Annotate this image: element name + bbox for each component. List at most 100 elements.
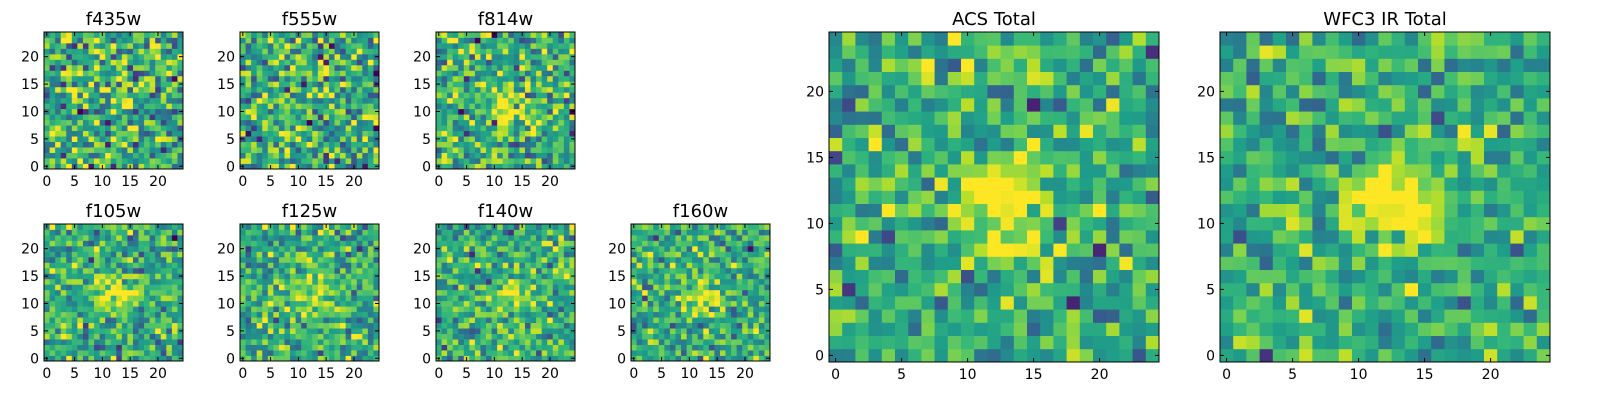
heatmap-cell: [127, 322, 134, 329]
heatmap-cell: [306, 339, 313, 345]
heatmap-cell: [334, 158, 341, 164]
heatmap-cell: [356, 147, 363, 153]
heatmap-cell: [149, 344, 156, 351]
heatmap-cell: [312, 158, 319, 164]
heatmap-cell: [301, 158, 308, 164]
heatmap-cell: [452, 322, 459, 329]
heatmap-cell: [563, 125, 570, 132]
heatmap-cell: [110, 355, 117, 362]
heatmap-cell: [474, 70, 481, 77]
heatmap-cell: [166, 240, 173, 247]
heatmap-cell: [458, 289, 465, 296]
heatmap-cell: [536, 86, 543, 93]
heatmap-cell: [132, 53, 139, 60]
heatmap-cell: [547, 339, 554, 345]
heatmap-cell: [301, 53, 308, 60]
heatmap-cell: [144, 75, 151, 82]
heatmap-cell: [273, 75, 280, 82]
heatmap-cell: [323, 273, 330, 280]
heatmap-cell: [552, 158, 559, 164]
heatmap-cell: [692, 344, 699, 351]
heatmap-cell: [881, 282, 896, 297]
heatmap-cell: [144, 317, 151, 324]
heatmap-cell: [547, 295, 554, 302]
heatmap-cell: [497, 355, 504, 362]
heatmap-cell: [961, 296, 975, 310]
heatmap-cell: [155, 75, 162, 82]
heatmap-cell: [753, 300, 760, 307]
heatmap-cell: [149, 163, 156, 170]
heatmap-cell: [530, 141, 537, 148]
heatmap-cell: [345, 300, 352, 307]
heatmap-cell: [558, 278, 565, 285]
heatmap-cell: [317, 322, 324, 329]
heatmap-cell: [55, 245, 62, 252]
heatmap-cell: [340, 59, 347, 66]
heatmap-cell: [725, 295, 732, 302]
heatmap-cell: [747, 289, 754, 296]
heatmap-cell: [267, 70, 274, 77]
heatmap-cell: [513, 355, 520, 362]
heatmap-cell: [251, 119, 258, 126]
heatmap-cell: [132, 344, 139, 351]
heatmap-cell: [842, 243, 856, 257]
heatmap-cell: [947, 256, 962, 270]
heatmap-cell: [55, 163, 62, 170]
heatmap-cell: [284, 48, 291, 55]
heatmap-cell: [497, 130, 504, 137]
heatmap-cell: [664, 317, 671, 324]
heatmap-cell: [295, 81, 302, 88]
heatmap-cell: [447, 284, 454, 291]
heatmap-cell: [144, 224, 151, 230]
heatmap-cell: [251, 86, 258, 93]
heatmap-cell: [530, 48, 537, 55]
heatmap-cell: [251, 229, 258, 236]
heatmap-cell: [312, 32, 319, 38]
heatmap-cell: [441, 37, 448, 44]
heatmap-cell: [166, 163, 173, 170]
heatmap-cell: [160, 256, 167, 263]
heatmap-cell: [436, 97, 442, 104]
heatmap-cell: [121, 103, 128, 110]
heatmap-cell: [513, 295, 520, 302]
heatmap-cell: [94, 262, 100, 269]
heatmap-cell: [49, 119, 56, 126]
x-tick-label: 15: [513, 174, 531, 190]
heatmap-cell: [71, 317, 78, 324]
x-tick-label: 10: [680, 366, 698, 382]
heatmap-cell: [552, 273, 559, 280]
heatmap-cell: [547, 284, 554, 291]
heatmap-cell: [262, 70, 269, 77]
heatmap-cell: [452, 251, 459, 258]
heatmap-cell: [240, 158, 246, 164]
heatmap-cell: [60, 344, 67, 351]
heatmap-cell: [961, 164, 975, 178]
heatmap-cell: [524, 147, 531, 153]
heatmap-cell: [524, 48, 531, 55]
heatmap-cell: [345, 152, 352, 159]
heatmap-cell: [552, 251, 559, 258]
heatmap-cell: [160, 59, 167, 66]
heatmap-cell: [105, 224, 112, 230]
heatmap-cell: [513, 284, 520, 291]
heatmap-cell: [44, 64, 50, 71]
heatmap-cell: [284, 234, 291, 241]
heatmap-cell: [55, 251, 62, 258]
heatmap-cell: [452, 125, 459, 132]
heatmap-cell: [49, 125, 56, 132]
heatmap-cell: [1132, 203, 1147, 218]
heatmap-cell: [94, 311, 100, 318]
heatmap-cell: [519, 53, 526, 60]
heatmap-cell: [508, 300, 515, 307]
heatmap-cell: [94, 273, 100, 280]
heatmap-cell: [519, 103, 526, 110]
heatmap-cell: [1027, 190, 1041, 204]
heatmap-cell: [362, 136, 369, 142]
heatmap-cell: [947, 177, 962, 191]
heatmap-cell: [458, 355, 465, 362]
heatmap-cell: [334, 108, 341, 115]
heatmap-cell: [312, 273, 319, 280]
heatmap-cell: [1119, 335, 1133, 350]
heatmap-cell: [251, 355, 258, 362]
